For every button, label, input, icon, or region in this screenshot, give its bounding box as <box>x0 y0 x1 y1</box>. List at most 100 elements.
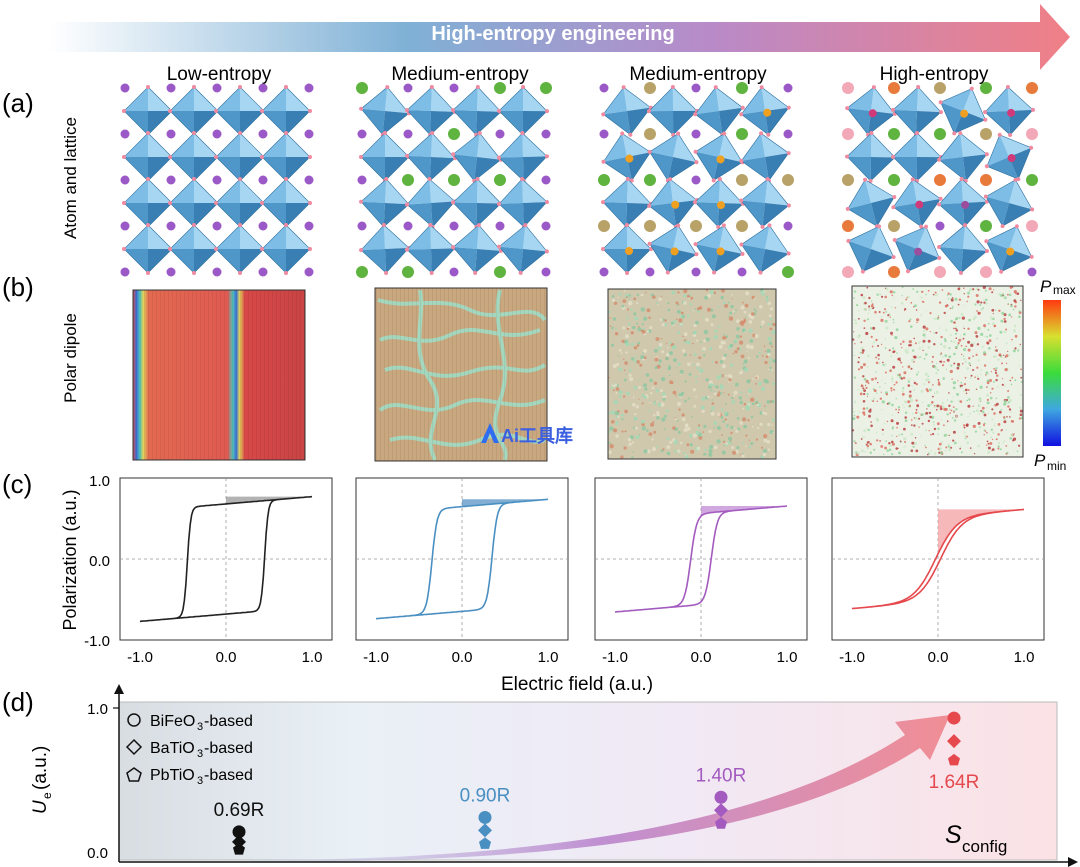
b-site-atom <box>1007 108 1016 117</box>
dipole-speck <box>710 410 713 413</box>
dipole-speck <box>635 356 638 359</box>
dipole-speck <box>944 354 948 357</box>
dipole-speck <box>946 399 949 401</box>
dipole-speck <box>610 383 613 385</box>
dipole-speck <box>999 448 1002 451</box>
panel-label-d: (d) <box>2 687 34 717</box>
dipole-speck <box>865 427 868 429</box>
b-site-atom <box>716 155 725 164</box>
a-site-atom <box>934 82 946 94</box>
energy-density-area <box>701 506 787 517</box>
dipole-speck <box>880 318 884 322</box>
dipole-speck <box>634 413 637 416</box>
dipole-speck <box>915 449 919 453</box>
b-site-atom <box>716 247 725 256</box>
dipole-speck <box>867 382 870 385</box>
dipole-speck <box>892 350 895 354</box>
dipole-speck <box>611 298 616 302</box>
dipole-speck <box>677 331 681 334</box>
dipole-speck <box>891 414 894 417</box>
dipole-speck <box>731 294 733 296</box>
dipole-speck <box>696 339 699 342</box>
dipole-speck <box>988 339 992 343</box>
dipole-speck <box>643 383 647 388</box>
dipole-speck <box>769 357 773 361</box>
dipole-speck <box>957 342 960 345</box>
dipole-speck <box>723 440 726 443</box>
dipole-speck <box>742 328 746 332</box>
dipole-speck <box>736 327 740 331</box>
dipole-speck <box>691 408 693 410</box>
dipole-speck <box>901 286 904 288</box>
dipole-speck <box>964 437 967 440</box>
dipole-speck <box>991 387 994 390</box>
lattice-panel-3 <box>598 82 794 278</box>
dipole-speck <box>739 340 744 345</box>
dipole-speck <box>990 428 993 431</box>
dipole-speck <box>654 366 658 370</box>
dipole-speck <box>682 335 684 338</box>
dipole-speck <box>627 360 629 363</box>
dipole-speck <box>876 439 879 442</box>
dipole-speck <box>967 295 970 298</box>
dipole-speck <box>749 345 754 350</box>
dipole-speck <box>969 447 972 449</box>
dipole-speck <box>689 433 693 438</box>
dipole-speck <box>721 450 726 455</box>
dipole-speck <box>923 329 926 333</box>
dipole-speck <box>740 454 742 456</box>
a-site-atom <box>842 128 854 140</box>
dipole-speck <box>987 328 990 331</box>
a-site-atom <box>541 221 551 231</box>
dipole-speck <box>853 290 857 293</box>
dipole-speck <box>942 355 944 358</box>
dipole-speck <box>888 448 892 452</box>
dipole-speck <box>993 289 995 291</box>
dipole-speck <box>854 321 858 325</box>
dipole-speck <box>636 344 640 347</box>
dipole-speck <box>1010 411 1013 414</box>
dipole-speck <box>876 293 879 296</box>
dipole-speck <box>620 455 624 459</box>
dipole-speck <box>937 382 941 386</box>
octahedron <box>891 177 943 229</box>
dipole-speck <box>731 298 734 300</box>
dipole-speck <box>973 410 975 413</box>
dipole-speck <box>957 303 960 306</box>
legend-pentagon-marker <box>126 767 142 782</box>
dipole-speck <box>997 445 1000 448</box>
hysteresis-loop <box>139 495 313 623</box>
dipole-speck <box>950 319 953 323</box>
dipole-speck <box>975 388 978 390</box>
dipole-speck <box>680 311 684 315</box>
x-axis-label: S config <box>945 821 1007 856</box>
dipole-speck <box>963 426 966 429</box>
dipole-speck <box>913 388 916 391</box>
dipole-speck <box>766 295 768 298</box>
dipole-speck <box>772 418 776 422</box>
dipole-speck <box>718 391 721 394</box>
dipole-speck <box>993 324 997 328</box>
dipole-speck <box>1019 393 1022 397</box>
dipole-speck <box>946 420 949 423</box>
dipole-speck <box>640 307 645 312</box>
a-site-atom <box>842 174 854 186</box>
dipole-speck <box>980 373 982 376</box>
a-site-atom <box>737 267 747 277</box>
dipole-speck <box>874 377 877 380</box>
dipole-speck <box>986 398 990 401</box>
dipole-speck <box>748 439 751 441</box>
a-site-atom <box>599 83 609 93</box>
dipole-speck <box>875 417 879 421</box>
dipole-speck <box>621 418 624 421</box>
dipole-speck <box>729 343 734 348</box>
dipole-speck <box>931 415 935 419</box>
column-title-2: Medium-entropy <box>391 64 529 85</box>
octahedron <box>451 223 503 275</box>
dipole-speck <box>632 451 634 453</box>
entropy-energy-chart: 1.0 0.0 U e (a.u.) S config BiFeO 3 -bas… <box>30 684 1078 867</box>
dipole-speck <box>608 430 611 434</box>
dipole-speck <box>1010 383 1013 386</box>
x-tick-label: 0.0 <box>452 649 473 666</box>
dipole-speck <box>974 376 976 379</box>
